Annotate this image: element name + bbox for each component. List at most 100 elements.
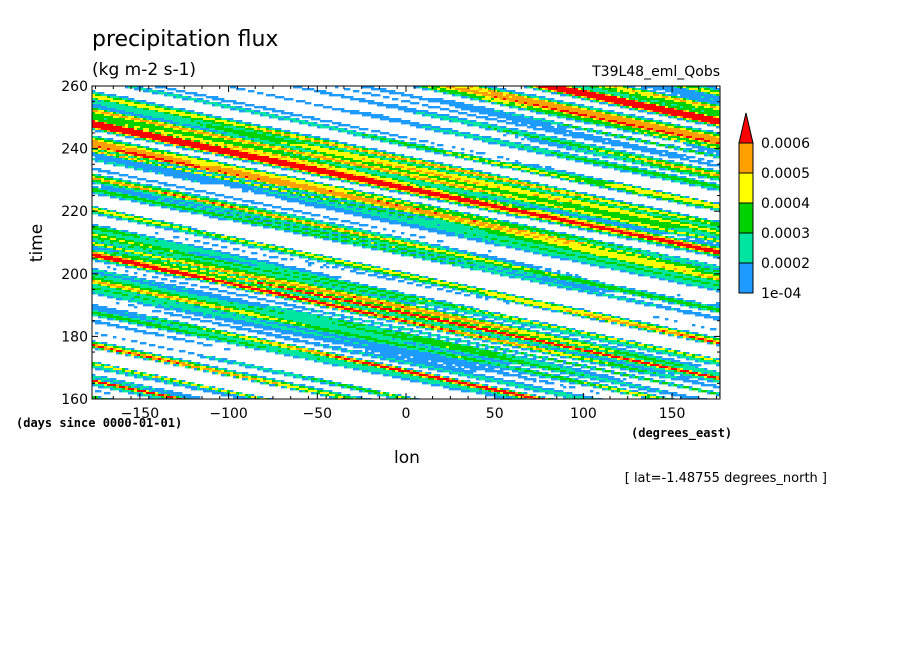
- field-cell: [440, 152, 444, 155]
- field-cell: [227, 104, 231, 107]
- field-cell: [350, 222, 360, 225]
- field-cell: [92, 94, 96, 97]
- field-cell: [266, 94, 276, 97]
- field-cell: [461, 108, 495, 111]
- field-cell: [107, 172, 120, 175]
- field-cell: [164, 94, 168, 97]
- field-cell: [686, 110, 690, 113]
- field-cell: [221, 240, 228, 243]
- field-cell: [332, 108, 345, 111]
- field-cell: [305, 136, 309, 139]
- field-cell: [692, 128, 699, 131]
- field-cell: [458, 118, 468, 121]
- field-cell: [110, 196, 117, 199]
- field-cell: [188, 146, 192, 149]
- field-cell: [632, 172, 639, 175]
- field-cell: [572, 106, 579, 109]
- field-cell: [539, 136, 552, 139]
- field-cell: [203, 118, 216, 121]
- field-cell: [635, 90, 642, 93]
- field-cell: [131, 134, 162, 137]
- field-cell: [554, 176, 558, 179]
- field-cell: [272, 132, 276, 135]
- field-cell: [188, 128, 192, 131]
- field-cell: [635, 98, 639, 101]
- field-cell: [236, 88, 246, 91]
- field-cell: [437, 200, 444, 203]
- field-cell: [353, 244, 357, 247]
- field-cell: [461, 94, 477, 97]
- field-cell: [578, 96, 582, 99]
- field-cell: [221, 154, 225, 157]
- field-cell: [314, 138, 321, 141]
- field-cell: [149, 128, 174, 131]
- field-cell: [296, 136, 300, 139]
- field-cell: [92, 114, 105, 117]
- field-cell: [572, 118, 576, 121]
- field-cell: [158, 104, 165, 107]
- field-cell: [167, 122, 171, 125]
- field-cell: [548, 140, 552, 143]
- field-cell: [149, 138, 153, 141]
- field-cell: [206, 142, 210, 145]
- field-cell: [572, 142, 582, 145]
- field-cell: [569, 144, 582, 147]
- field-cell: [242, 142, 249, 145]
- field-cell: [176, 90, 186, 93]
- field-cell: [620, 106, 624, 109]
- field-cell: [134, 138, 141, 141]
- field-cell: [623, 86, 627, 89]
- field-cell: [518, 134, 525, 137]
- field-cell: [239, 140, 246, 143]
- field-cell: [551, 122, 561, 125]
- field-cell: [302, 234, 309, 237]
- field-cell: [677, 104, 693, 107]
- field-cell: [452, 120, 471, 123]
- field-cell: [143, 128, 150, 131]
- field-cell: [182, 138, 186, 141]
- field-cell: [674, 98, 681, 101]
- field-cell: [626, 116, 633, 119]
- field-cell: [503, 134, 507, 137]
- field-cell: [680, 140, 687, 143]
- field-cell: [125, 124, 129, 127]
- field-cell: [119, 134, 123, 137]
- field-cell: [296, 100, 306, 103]
- field-cell: [302, 134, 312, 137]
- field-cell: [650, 100, 660, 103]
- field-cell: [212, 122, 225, 125]
- field-cell: [674, 148, 678, 151]
- field-cell: [713, 116, 717, 119]
- field-cell: [137, 116, 141, 119]
- field-cell: [278, 228, 285, 231]
- field-cell: [461, 132, 471, 135]
- field-cell: [431, 86, 441, 89]
- field-cell: [434, 152, 441, 155]
- field-cell: [698, 86, 708, 89]
- field-cell: [707, 92, 711, 95]
- field-cell: [695, 90, 699, 93]
- field-cell: [212, 238, 219, 241]
- field-cell: [473, 206, 477, 209]
- field-cell: [491, 164, 495, 167]
- field-cell: [506, 122, 519, 125]
- field-cell: [590, 130, 594, 133]
- field-cell: [674, 232, 678, 235]
- field-cell: [401, 122, 420, 125]
- field-cell: [491, 126, 501, 129]
- field-cell: [659, 94, 663, 97]
- field-cell: [263, 114, 276, 117]
- field-cell: [656, 176, 663, 179]
- field-cell: [605, 134, 609, 137]
- field-cell: [146, 118, 150, 121]
- field-cell: [602, 100, 606, 103]
- field-cell: [653, 88, 687, 91]
- field-cell: [422, 196, 426, 199]
- field-cell: [119, 96, 129, 99]
- field-cell: [92, 136, 99, 139]
- field-cell: [647, 118, 654, 121]
- field-cell: [314, 144, 327, 147]
- field-cell: [644, 110, 648, 113]
- field-cell: [584, 122, 591, 125]
- field-cell: [551, 90, 555, 93]
